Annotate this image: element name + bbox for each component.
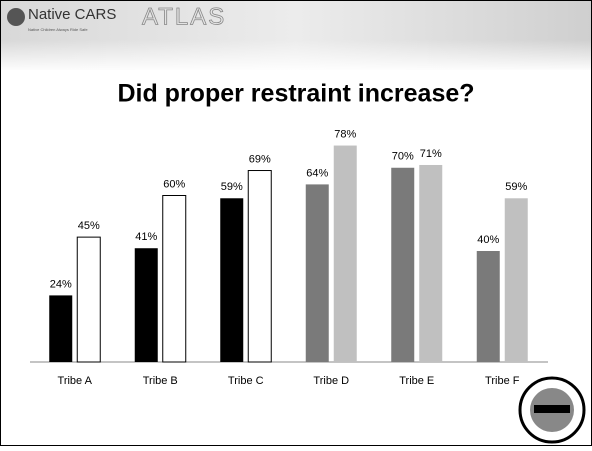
header-fade bbox=[0, 40, 592, 72]
brand: Native CARS bbox=[28, 6, 116, 23]
bar bbox=[504, 198, 528, 362]
bar bbox=[76, 236, 101, 363]
bar bbox=[220, 198, 244, 362]
logo-belt bbox=[534, 405, 570, 413]
data-label: 59% bbox=[221, 181, 243, 193]
data-label: 41% bbox=[135, 231, 157, 243]
x-tick-label: Tribe B bbox=[143, 375, 178, 387]
bar bbox=[391, 167, 415, 362]
data-label: 70% bbox=[392, 151, 414, 163]
bar bbox=[476, 251, 500, 362]
x-tick-label: Tribe E bbox=[399, 375, 434, 387]
corner-logo bbox=[518, 376, 586, 444]
bar bbox=[419, 164, 443, 362]
data-label: 78% bbox=[334, 128, 356, 140]
data-label: 45% bbox=[78, 220, 100, 232]
data-label: 71% bbox=[420, 148, 442, 160]
data-label: 64% bbox=[306, 167, 328, 179]
tagline: Native Children Always Ride Safe bbox=[28, 27, 88, 32]
data-label: 40% bbox=[477, 234, 499, 246]
bar bbox=[49, 295, 73, 362]
data-label: 24% bbox=[50, 278, 72, 290]
x-tick-label: Tribe A bbox=[58, 375, 93, 387]
data-label: 59% bbox=[505, 181, 527, 193]
bar bbox=[305, 184, 329, 362]
data-label: 60% bbox=[163, 178, 185, 190]
bar bbox=[162, 195, 187, 363]
bar bbox=[247, 170, 272, 363]
data-label: 69% bbox=[249, 153, 271, 165]
brand-icon bbox=[7, 8, 25, 26]
bar bbox=[134, 248, 158, 362]
product: ATLAS bbox=[142, 3, 226, 30]
x-tick-label: Tribe F bbox=[485, 375, 520, 387]
x-tick-label: Tribe D bbox=[313, 375, 349, 387]
chart-title: Did proper restraint increase? bbox=[117, 80, 474, 108]
bar bbox=[333, 145, 357, 362]
x-tick-label: Tribe C bbox=[228, 375, 264, 387]
